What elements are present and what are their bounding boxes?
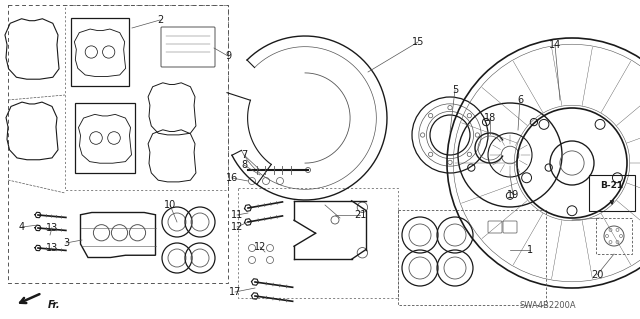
Text: 12: 12 xyxy=(231,222,243,232)
Text: 3: 3 xyxy=(63,238,69,248)
Text: 17: 17 xyxy=(229,287,241,297)
Text: 18: 18 xyxy=(484,113,496,123)
Text: 8: 8 xyxy=(241,160,247,170)
Text: 6: 6 xyxy=(517,95,523,105)
Text: 12: 12 xyxy=(254,242,266,252)
Text: 16: 16 xyxy=(226,173,238,183)
Text: 13: 13 xyxy=(46,243,58,253)
Text: 14: 14 xyxy=(549,40,561,50)
Text: 4: 4 xyxy=(19,222,25,232)
Text: 20: 20 xyxy=(591,270,603,280)
Text: B-21: B-21 xyxy=(600,182,623,190)
Text: SWA4B2200A: SWA4B2200A xyxy=(520,300,576,309)
Text: 11: 11 xyxy=(231,210,243,220)
Text: 1: 1 xyxy=(527,245,533,255)
Text: 13: 13 xyxy=(46,223,58,233)
Text: Fr.: Fr. xyxy=(48,300,61,310)
Text: 15: 15 xyxy=(412,37,424,47)
Text: 7: 7 xyxy=(241,150,247,160)
Text: 21: 21 xyxy=(354,210,366,220)
Text: 19: 19 xyxy=(507,190,519,200)
Text: 10: 10 xyxy=(164,200,176,210)
Text: 9: 9 xyxy=(225,51,231,61)
Text: 2: 2 xyxy=(157,15,163,25)
Text: 5: 5 xyxy=(452,85,458,95)
